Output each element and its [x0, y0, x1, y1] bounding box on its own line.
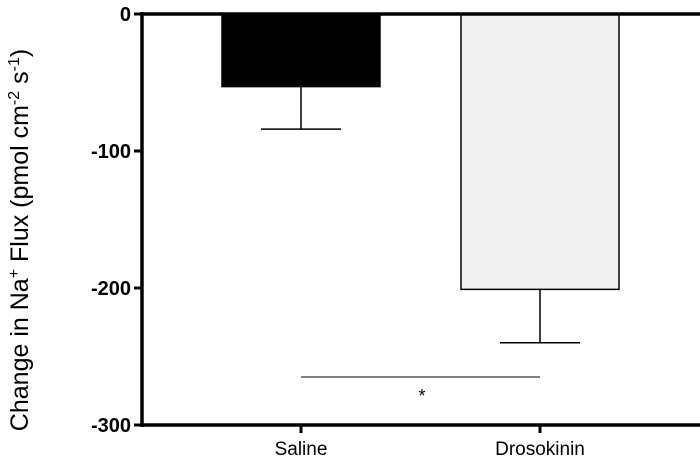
bar-saline — [221, 13, 381, 88]
x-tick-label: Drosokinin — [495, 439, 585, 459]
y-tick-label: -200 — [91, 278, 131, 300]
significance-label: * — [418, 386, 425, 406]
bar-drosokinin — [460, 13, 620, 291]
y-tick-label: -300 — [91, 415, 131, 437]
x-tick-label: Saline — [275, 439, 328, 459]
y-tick-label: 0 — [120, 4, 131, 26]
y-tick-label: -100 — [91, 141, 131, 163]
y-axis-label: Change in Na+ Flux (pmol cm-2 s-1) — [6, 49, 34, 431]
